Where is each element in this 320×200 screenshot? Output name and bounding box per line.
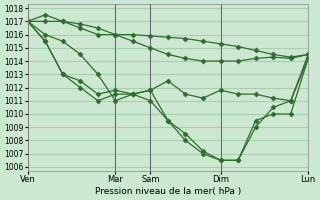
X-axis label: Pression niveau de la mer( hPa ): Pression niveau de la mer( hPa ) bbox=[95, 187, 241, 196]
